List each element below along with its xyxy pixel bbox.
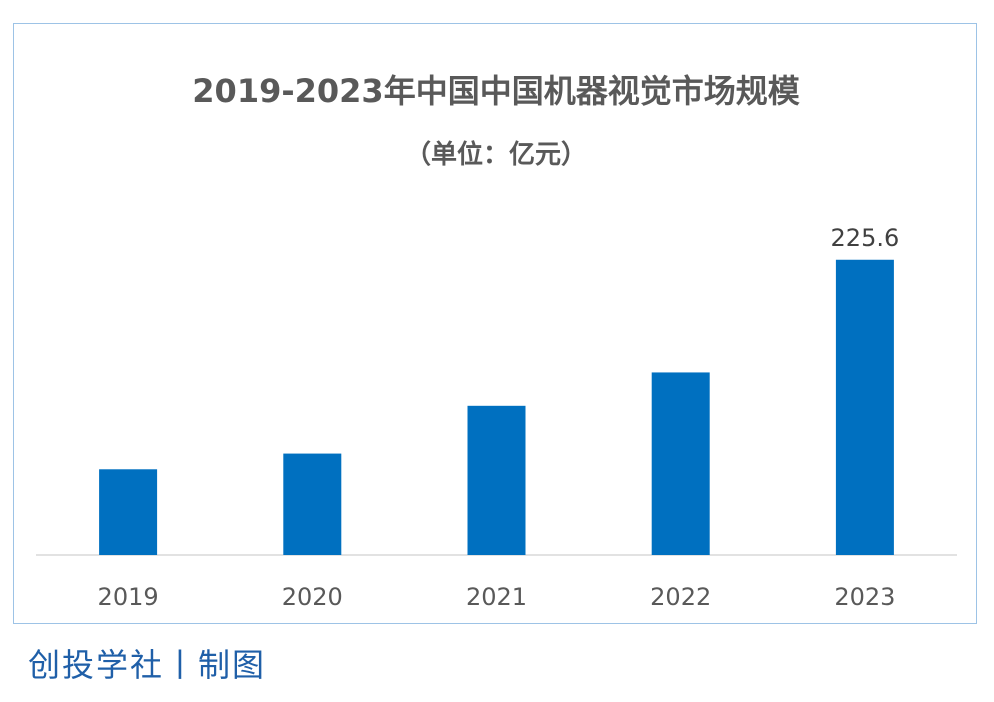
x-tick-label-2019: 2019 [98, 583, 159, 611]
bar-2022 [651, 372, 710, 555]
chart-frame: 2019-2023年中国中国机器视觉市场规模 （单位：亿元） 2019 2020 2… [13, 23, 977, 624]
bar-chart: 2019-2023年中国中国机器视觉市场规模 （单位：亿元） 2019 2020 2… [36, 72, 957, 611]
footer-credit: 创投学社丨制图 [28, 646, 267, 684]
x-tick-labels: 2019 2020 2021 2022 2023 [98, 583, 896, 611]
bar-2019 [99, 469, 158, 555]
bar-2023 [835, 259, 894, 555]
data-labels: 225.6 [831, 224, 900, 252]
x-tick-label-2020: 2020 [282, 583, 343, 611]
bar-2020 [283, 453, 342, 555]
x-tick-label-2021: 2021 [466, 583, 527, 611]
x-tick-label-2023: 2023 [834, 583, 895, 611]
data-label-2023: 225.6 [831, 224, 900, 252]
bars-group [99, 259, 894, 555]
chart-title: 2019-2023年中国中国机器视觉市场规模 [192, 72, 799, 110]
bar-2021 [467, 405, 526, 555]
x-tick-label-2022: 2022 [650, 583, 711, 611]
chart-subtitle: （单位：亿元） [405, 139, 587, 170]
